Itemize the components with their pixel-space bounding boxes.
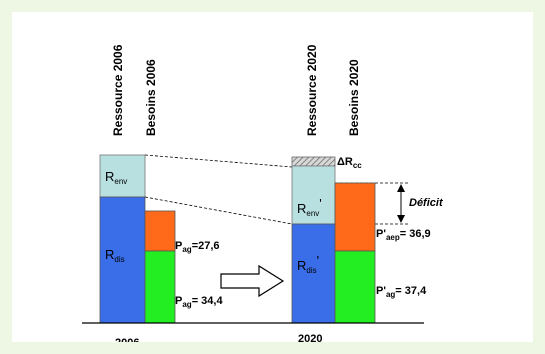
diagram-frame: Ressource 2006 Besoins 2006 Ressource 20… — [12, 12, 533, 342]
dash-top — [144, 154, 293, 168]
value-pag-top-2006: Pag=27,6 — [175, 240, 220, 254]
year-2020: 2020 — [298, 333, 322, 342]
deficit-label: Déficit — [409, 197, 444, 209]
deficit-arrow-head-down — [397, 215, 405, 223]
label-ressource-2020: Ressource 2020 — [305, 44, 319, 136]
label-renv-2006: Renv — [105, 169, 127, 186]
bar-green-2020 — [334, 250, 376, 324]
label-ressource-2006: Ressource 2006 — [111, 44, 125, 136]
label-rdis-2006: Rdis — [105, 247, 125, 264]
label-rdis-2020: Rdis' — [297, 253, 319, 275]
deficit-arrow-head-up — [397, 184, 405, 192]
bar-rdis-2020 — [291, 223, 336, 324]
bar-renv-2020 — [291, 165, 336, 225]
label-besoins-2006: Besoins 2006 — [144, 59, 158, 136]
label-renv-2020: Renv' — [297, 196, 322, 218]
label-delta-rcc: ΔRcc — [337, 156, 362, 170]
value-pag-2006: Pag= 34,4 — [175, 295, 223, 309]
bar-renv-2006 — [99, 154, 146, 198]
transition-arrow — [220, 264, 285, 298]
label-besoins-2020: Besoins 2020 — [347, 59, 361, 136]
resource-needs-diagram: Ressource 2006 Besoins 2006 Ressource 20… — [82, 44, 444, 342]
bar-orange-2020 — [334, 182, 376, 252]
bar-green-2006 — [144, 250, 176, 324]
bar-orange-2006 — [144, 210, 176, 252]
year-2006: 2006 — [115, 337, 139, 342]
value-paep-2020: P'aep= 36,9 — [376, 228, 431, 242]
value-pag-2020: P'ag= 37,4 — [376, 285, 427, 299]
bar-rdis-2006 — [99, 196, 146, 324]
bar-delta-rcc — [291, 156, 336, 167]
